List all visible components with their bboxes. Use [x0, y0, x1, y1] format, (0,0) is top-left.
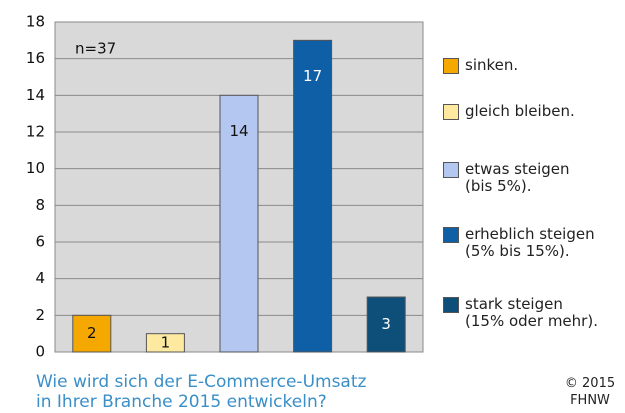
legend-swatch: [443, 58, 459, 74]
y-tick-label: 14: [26, 86, 45, 104]
bar: [219, 94, 259, 353]
bar: [145, 333, 185, 353]
credit: © 2015 FHNW: [564, 376, 616, 408]
legend-label: etwas steigen (bis 5%).: [465, 160, 570, 195]
data-label: 14: [229, 122, 248, 140]
legend-swatch: [443, 162, 459, 178]
y-tick-label: 12: [26, 123, 45, 141]
legend-swatch: [443, 104, 459, 120]
y-tick-label: 4: [35, 269, 45, 287]
legend-label: stark steigen (15% oder mehr).: [465, 295, 598, 330]
y-tick-label: 8: [35, 196, 45, 214]
legend-swatch: [443, 227, 459, 243]
data-label: 3: [381, 315, 391, 333]
bar: [366, 296, 406, 353]
y-tick-label: 10: [26, 159, 45, 177]
bar: [293, 39, 333, 353]
y-tick-label: 16: [26, 49, 45, 67]
y-tick-label: 6: [35, 233, 45, 251]
y-tick-label: 2: [35, 306, 45, 324]
y-tick-label: 0: [35, 343, 45, 361]
data-label: 2: [87, 324, 97, 342]
bar: [72, 314, 112, 353]
y-tick-label: 18: [26, 13, 45, 31]
legend-label: sinken.: [465, 56, 519, 74]
legend-label: erheblich steigen (5% bis 15%).: [465, 225, 595, 260]
annotation: n=37: [75, 40, 116, 58]
caption: Wie wird sich der E-Commerce-Umsatz in I…: [36, 372, 367, 412]
data-label: 17: [303, 67, 322, 85]
legend-swatch: [443, 297, 459, 313]
data-label: 1: [161, 333, 171, 351]
legend-label: gleich bleiben.: [465, 102, 575, 120]
